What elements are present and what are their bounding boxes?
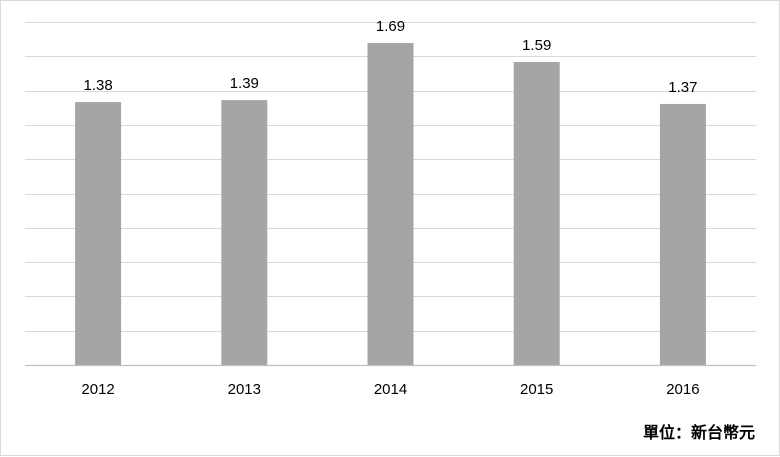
bar-2014 — [367, 42, 414, 365]
bar-2015 — [513, 62, 560, 366]
data-label-2016: 1.37 — [668, 79, 697, 96]
data-label-2015: 1.59 — [522, 37, 551, 54]
bar-2016 — [659, 103, 706, 365]
x-tick-label-2016: 2016 — [666, 381, 699, 398]
data-label-2013: 1.39 — [230, 75, 259, 92]
x-tick-label-2013: 2013 — [228, 381, 261, 398]
x-tick-label-2015: 2015 — [520, 381, 553, 398]
data-label-2012: 1.38 — [83, 77, 112, 94]
x-tick-label-2012: 2012 — [81, 381, 114, 398]
bar-2013 — [221, 100, 268, 365]
data-label-2014: 1.69 — [376, 18, 405, 35]
unit-note: 單位：新台幣元 — [642, 423, 755, 442]
bar-2012 — [75, 102, 122, 366]
bars — [75, 42, 706, 366]
data-labels: 1.38 1.39 1.69 1.59 1.37 — [83, 18, 697, 96]
x-tick-label-2014: 2014 — [374, 381, 407, 398]
x-tick-labels: 2012 2013 2014 2015 2016 — [81, 381, 699, 398]
